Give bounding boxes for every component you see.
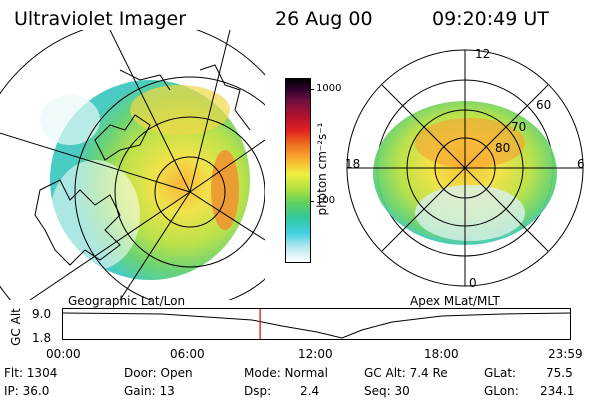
status-glon-value: 234.1 <box>540 384 575 398</box>
status-ip: IP: 36.0 <box>4 384 50 398</box>
mlt-label-bottom: 0 <box>469 276 477 290</box>
status-door: Door: Open <box>124 366 193 380</box>
altitude-xtick-3: 18:00 <box>424 347 459 361</box>
mlat-label-80: 80 <box>495 141 511 155</box>
date-label: 26 Aug 00 <box>275 8 373 30</box>
altitude-xtick-1: 06:00 <box>170 347 205 361</box>
altitude-plot <box>62 308 572 340</box>
mlt-label-top: 12 <box>475 47 491 61</box>
altitude-xtick-4: 23:59 <box>548 347 583 361</box>
status-seq: Seq: 30 <box>364 384 410 398</box>
mlat-label-70: 70 <box>511 120 527 134</box>
altitude-xtick-0: 00:00 <box>46 347 81 361</box>
status-glat-value: 75.5 <box>546 366 573 380</box>
right-panel-caption: Apex MLat/MLT <box>410 294 500 308</box>
time-label: 09:20:49 UT <box>432 8 549 30</box>
altitude-ylabel: GC Alt <box>9 308 23 346</box>
geographic-aurora-image <box>0 30 265 300</box>
mlat-label-60: 60 <box>536 98 552 112</box>
colorbar-tick-1000 <box>310 89 314 90</box>
colorbar-label: photon cm⁻²s⁻¹ <box>315 122 329 216</box>
status-glon-label: GLon: <box>484 384 519 398</box>
status-gcalt: GC Alt: 7.4 Re <box>364 366 448 380</box>
status-dsp-label: Dsp: <box>244 384 272 398</box>
colorbar-tick-label-100: 100 <box>316 195 336 206</box>
magnetic-aurora-image <box>346 49 584 287</box>
altitude-ytick-top: 9.0 <box>32 307 52 321</box>
colorbar-tick-100 <box>310 201 314 202</box>
mlt-label-left: 18 <box>345 157 361 171</box>
instrument-title: Ultraviolet Imager <box>14 8 187 30</box>
colorbar-tick-label-1000: 1000 <box>316 83 342 94</box>
colorbar <box>285 78 311 263</box>
status-glat-label: GLat: <box>484 366 517 380</box>
status-mode: Mode: Normal <box>244 366 328 380</box>
status-flt: Flt: 1304 <box>4 366 58 380</box>
status-gain: Gain: 13 <box>124 384 175 398</box>
status-dsp-value: 2.4 <box>300 384 320 398</box>
altitude-ytick-bottom: 1.8 <box>32 331 52 345</box>
altitude-xtick-2: 12:00 <box>298 347 333 361</box>
mlt-label-right: 6 <box>577 157 585 171</box>
left-panel-caption: Geographic Lat/Lon <box>68 294 186 308</box>
